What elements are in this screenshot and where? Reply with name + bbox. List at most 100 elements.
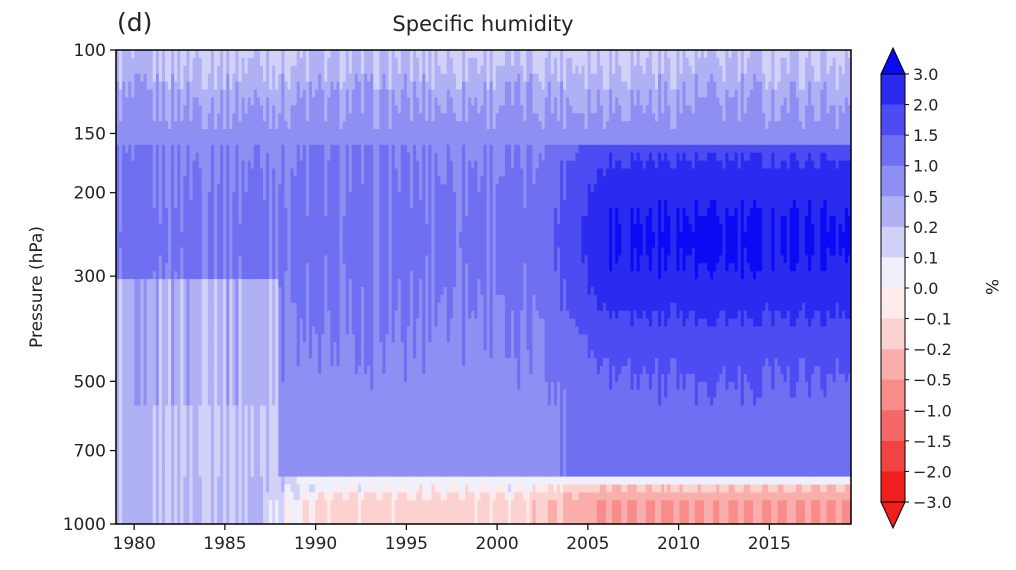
heatmap-cell	[284, 255, 289, 264]
heatmap-cell	[327, 223, 331, 233]
heatmap-cell	[361, 65, 365, 75]
heatmap-cell	[244, 121, 249, 130]
heatmap-cell	[287, 508, 292, 517]
heatmap-cell	[183, 129, 188, 138]
heatmap-cell	[180, 200, 184, 209]
heatmap-cell	[342, 247, 347, 256]
heatmap-cell	[256, 389, 261, 399]
heatmap-cell	[342, 65, 347, 75]
heatmap-cell	[269, 460, 273, 470]
heatmap-cell	[229, 381, 233, 391]
heatmap-cell	[361, 279, 365, 288]
heatmap-cell	[354, 89, 359, 98]
heatmap-cell	[342, 223, 347, 233]
heatmap-cell	[321, 50, 325, 59]
heatmap-cell	[269, 405, 273, 414]
heatmap-cell	[354, 334, 359, 343]
heatmap-cell	[312, 279, 316, 288]
heatmap-cell	[272, 97, 276, 106]
heatmap-cell	[220, 484, 224, 493]
heatmap-cell	[116, 152, 120, 162]
heatmap-cell	[207, 89, 212, 98]
heatmap-cell	[275, 405, 279, 414]
heatmap-cell	[217, 247, 221, 256]
heatmap-cell	[220, 160, 224, 170]
heatmap-cell	[122, 294, 126, 304]
heatmap-cell	[308, 129, 313, 138]
heatmap-cell	[195, 373, 200, 383]
heatmap-cell	[214, 113, 218, 122]
heatmap-cell	[119, 57, 123, 67]
heatmap-cell	[247, 200, 252, 209]
heatmap-cell	[351, 492, 356, 501]
heatmap-cell	[195, 468, 200, 478]
heatmap-cell	[339, 152, 344, 162]
heatmap-cell	[364, 144, 368, 154]
heatmap-cell	[284, 310, 289, 320]
heatmap-cell	[217, 152, 221, 162]
heatmap-cell	[116, 121, 120, 130]
heatmap-cell	[134, 105, 139, 114]
heatmap-cell	[263, 113, 267, 122]
heatmap-cell	[207, 492, 212, 501]
heatmap-cell	[180, 429, 184, 438]
heatmap-cell	[140, 310, 145, 320]
heatmap-cell	[149, 366, 154, 375]
heatmap-cell	[351, 223, 356, 233]
heatmap-cell	[214, 350, 218, 359]
heatmap-cell	[312, 208, 316, 217]
heatmap-cell	[122, 144, 126, 154]
heatmap-cell	[210, 350, 215, 359]
heatmap-cell	[364, 358, 368, 367]
heatmap-cell	[168, 405, 172, 414]
heatmap-cell	[342, 57, 347, 67]
heatmap-cell	[195, 484, 200, 493]
heatmap-cell	[284, 484, 289, 493]
heatmap-cell	[315, 484, 319, 493]
heatmap-cell	[235, 342, 240, 351]
heatmap-cell	[336, 366, 341, 375]
heatmap-cell	[137, 437, 142, 446]
heatmap-cell	[361, 405, 365, 414]
heatmap-cell	[324, 263, 328, 272]
heatmap-cell	[192, 373, 197, 383]
heatmap-cell	[296, 279, 301, 288]
heatmap-cell	[198, 358, 203, 367]
heatmap-cell	[152, 476, 157, 486]
heatmap-cell	[116, 65, 120, 75]
heatmap-cell	[204, 73, 209, 83]
heatmap-cell	[339, 57, 344, 67]
heatmap-cell	[165, 73, 169, 83]
heatmap-cell	[183, 192, 188, 201]
heatmap-cell	[116, 255, 120, 264]
heatmap-cell	[189, 429, 194, 438]
heatmap-cell	[361, 310, 365, 320]
heatmap-cell	[266, 437, 270, 446]
heatmap-cell	[315, 152, 319, 162]
heatmap-cell	[342, 184, 347, 193]
heatmap-cell	[308, 437, 313, 446]
heatmap-cell	[272, 508, 276, 517]
heatmap-cell	[312, 255, 316, 264]
heatmap-cell	[177, 452, 181, 462]
heatmap-cell	[137, 381, 142, 391]
heatmap-cell	[244, 294, 249, 304]
heatmap-cell	[232, 492, 237, 501]
heatmap-cell	[247, 302, 252, 312]
heatmap-cell	[174, 397, 178, 407]
heatmap-cell	[171, 247, 175, 256]
heatmap-cell	[217, 397, 221, 407]
heatmap-cell	[308, 468, 313, 478]
heatmap-cell	[116, 160, 120, 170]
heatmap-cell	[364, 294, 368, 304]
heatmap-cell	[165, 50, 169, 59]
heatmap-cell	[131, 215, 135, 225]
heatmap-cell	[281, 255, 286, 264]
heatmap-cell	[238, 366, 243, 375]
heatmap-cell	[247, 484, 252, 493]
heatmap-cell	[214, 129, 218, 138]
heatmap-cell	[192, 208, 197, 217]
heatmap-cell	[318, 508, 322, 517]
heatmap-cell	[339, 287, 344, 296]
heatmap-cell	[155, 255, 160, 264]
